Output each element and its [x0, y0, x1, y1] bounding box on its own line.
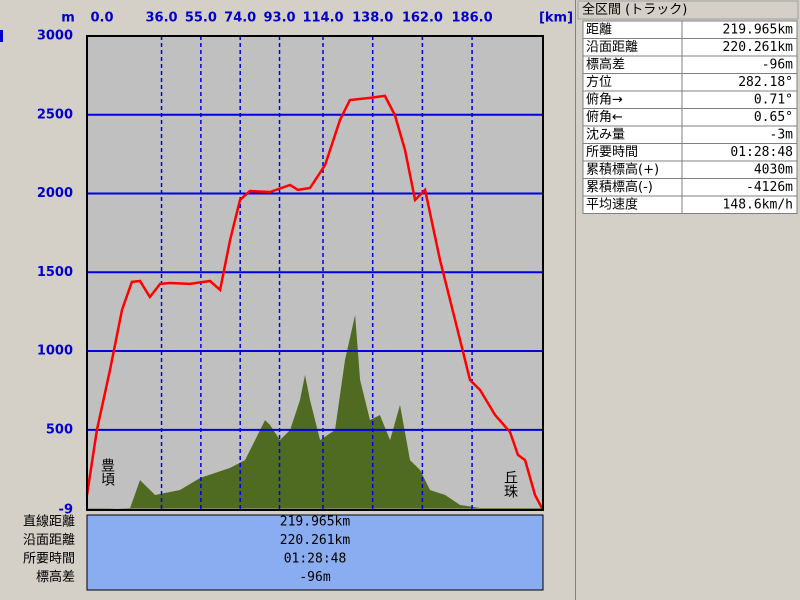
y-tick-label: 2000 [37, 186, 73, 201]
panel-label: 沈み量 [586, 128, 625, 143]
summary-value: -96m [299, 570, 330, 585]
panel-value: -96m [762, 58, 793, 73]
panel-label: 所要時間 [586, 145, 638, 160]
y-tick-label: 2500 [37, 107, 73, 122]
panel-value: 219.965km [723, 23, 794, 38]
x-tick-label: 138.0 [352, 11, 393, 26]
summary-box [86, 514, 544, 591]
panel-value: 220.261km [723, 40, 794, 55]
panel-title: 全区間 (トラック) [582, 2, 687, 18]
panel-value: 282.18° [738, 75, 793, 90]
panel-label: 沿面距離 [586, 40, 638, 55]
place-label: 豊頃 [99, 458, 115, 486]
x-tick-label: 0.0 [90, 11, 113, 26]
panel-cell [681, 195, 798, 214]
place-label: 丘珠 [502, 470, 518, 498]
panel-label: 俯角→ [586, 92, 623, 108]
y-tick-label: -9 [59, 503, 73, 518]
panel-label: 平均速度 [586, 197, 638, 213]
x-tick-label: 186.0 [452, 11, 493, 26]
x-tick-label: 74.0 [224, 11, 256, 26]
side-marker [0, 30, 3, 42]
elevation-line [85, 94, 545, 511]
summary-label: 標高差 [36, 569, 75, 585]
summary-value: 01:28:48 [284, 552, 347, 567]
summary-label: 沿面距離 [23, 533, 75, 548]
panel-header [577, 0, 799, 20]
plot-frame [86, 35, 544, 511]
x-tick-label: 55.0 [185, 11, 217, 26]
y-tick-label: 1500 [37, 265, 73, 280]
y-unit: m [61, 11, 75, 26]
summary-value: 220.261km [280, 533, 351, 548]
panel-value: 0.65° [754, 110, 793, 125]
summary-label: 直線距離 [23, 514, 75, 530]
panel-value: 0.71° [754, 93, 793, 108]
y-tick-label: 500 [46, 422, 73, 437]
panel-value: -4126m [746, 180, 793, 195]
x-tick-label: 93.0 [263, 11, 295, 26]
panel-label: 俯角← [586, 109, 623, 125]
panel-value: 4030m [754, 163, 793, 178]
x-tick-label: 162.0 [402, 11, 443, 26]
panel-value: 148.6km/h [723, 198, 793, 213]
panel-value: -3m [770, 128, 794, 143]
summary-label: 所要時間 [23, 552, 75, 567]
x-tick-label: 36.0 [145, 11, 177, 26]
y-tick-label: 1000 [37, 344, 73, 359]
area [87, 315, 544, 510]
panel-label: 標高差 [586, 57, 625, 73]
panel-label: 累積標高(+) [586, 162, 659, 178]
panel-label: 方位 [586, 74, 612, 90]
summary-value: 219.965km [280, 515, 351, 530]
panel-label: 距離 [586, 23, 612, 38]
panel-value: 01:28:48 [730, 145, 793, 160]
panel-label: 累積標高(-) [586, 179, 653, 195]
x-unit: [km] [539, 11, 573, 26]
x-tick-label: 114.0 [302, 11, 343, 26]
y-tick-label: 3000 [37, 29, 73, 44]
